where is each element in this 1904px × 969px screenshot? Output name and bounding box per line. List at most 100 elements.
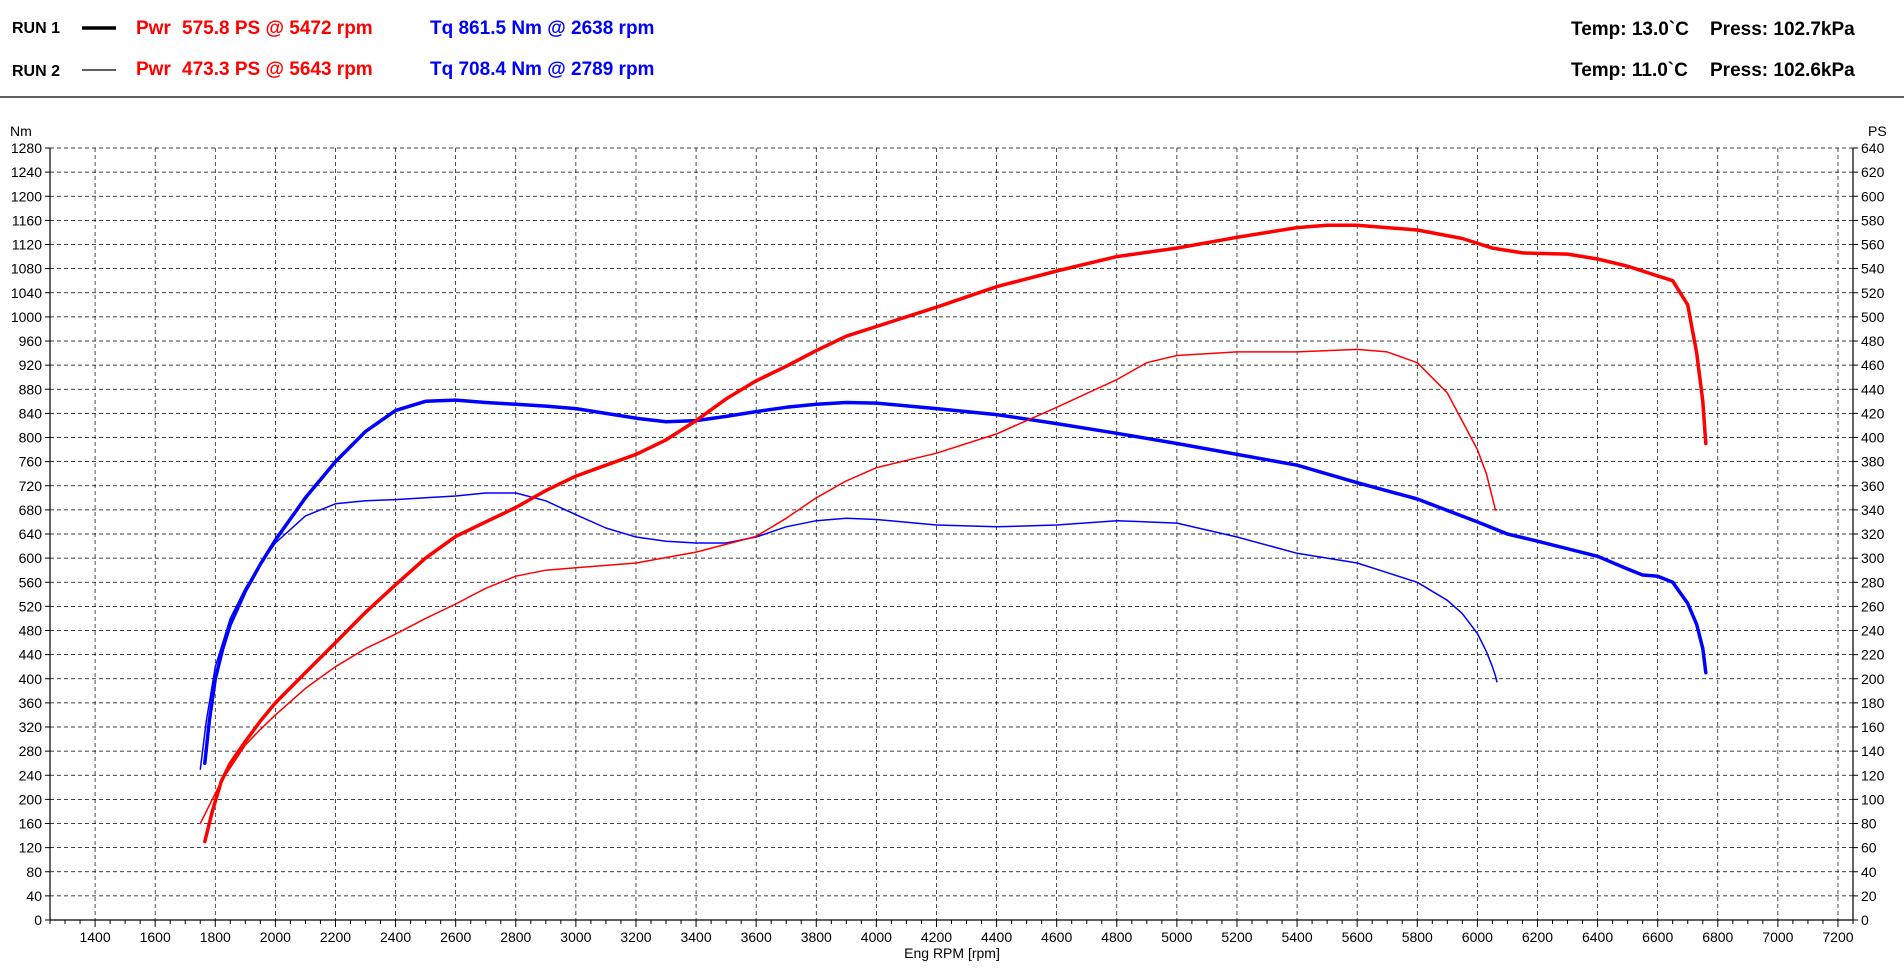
y-right-tick-label: 500 (1861, 309, 1885, 325)
x-tick-label: 6400 (1582, 929, 1613, 945)
x-tick-label: 4600 (1041, 929, 1072, 945)
y-left-tick-label: 800 (19, 430, 43, 446)
y-right-tick-label: 120 (1861, 767, 1885, 783)
y-left-tick-label: 640 (19, 526, 43, 542)
x-tick-label: 3000 (560, 929, 591, 945)
y-left-tick-label: 560 (19, 574, 43, 590)
run1-label: RUN 1 (12, 20, 60, 37)
y-right-tick-label: 160 (1861, 719, 1885, 735)
x-tick-label: 3800 (801, 929, 832, 945)
x-tick-label: 2600 (440, 929, 471, 945)
y-left-tick-label: 1000 (11, 309, 42, 325)
y-right-tick-label: 60 (1861, 840, 1877, 856)
y-left-tick-label: 1160 (12, 212, 42, 228)
x-tick-label: 3600 (741, 929, 772, 945)
x-tick-label: 6000 (1462, 929, 1493, 945)
y-right-tick-label: 560 (1861, 237, 1885, 253)
left-axis-unit: Nm (10, 123, 32, 139)
tq-run2-line (199, 492, 1498, 770)
y-right-tick-label: 520 (1861, 285, 1885, 301)
y-right-tick-label: 420 (1861, 405, 1885, 421)
right-axis-unit: PS (1868, 123, 1887, 139)
y-right-tick-label: 540 (1861, 261, 1885, 277)
y-right-tick-label: 460 (1861, 357, 1885, 373)
run1-tq-value: Tq 861.5 Nm @ 2638 rpm (430, 18, 654, 39)
y-right-tick-label: 380 (1861, 454, 1885, 470)
y-left-tick-label: 760 (19, 454, 43, 470)
y-right-tick-label: 620 (1861, 164, 1885, 180)
run2-pwr-value: 473.3 PS @ 5643 rpm (182, 59, 373, 80)
x-tick-label: 5200 (1221, 929, 1252, 945)
y-right-tick-label: 340 (1861, 502, 1885, 518)
y-right-tick-label: 440 (1861, 381, 1885, 397)
y-right-tick-label: 360 (1861, 478, 1885, 494)
x-tick-label: 1600 (140, 929, 171, 945)
y-left-tick-label: 440 (19, 647, 43, 663)
y-left-tick-labels: 0 40 80 120 160 200 240 280 320 360 400 440 480 520 56… (11, 140, 42, 928)
x-tick-label: 6600 (1642, 929, 1673, 945)
y-right-tick-label: 300 (1861, 550, 1885, 566)
y-left-tick-label: 600 (19, 550, 43, 566)
y-right-tick-label: 580 (1861, 212, 1885, 228)
axes (45, 147, 1858, 927)
tq-run1-line (203, 398, 1708, 765)
x-tick-label: 2200 (320, 929, 351, 945)
y-left-tick-label: 200 (19, 791, 43, 807)
x-axis-title: Eng RPM [rpm] (904, 945, 1000, 961)
x-tick-label: 2800 (500, 929, 531, 945)
run2-tq-value: Tq 708.4 Nm @ 2789 rpm (430, 59, 654, 80)
pwr-run2-line (199, 348, 1498, 825)
y-right-tick-label: 480 (1861, 333, 1885, 349)
y-right-tick-label: 260 (1861, 598, 1885, 614)
y-left-tick-label: 1120 (12, 237, 42, 253)
x-tick-label: 1800 (200, 929, 231, 945)
y-left-tick-label: 280 (19, 743, 43, 759)
y-left-tick-label: 1200 (11, 188, 42, 204)
grid (50, 147, 1853, 920)
y-right-tick-label: 0 (1861, 912, 1869, 928)
x-tick-label: 4000 (861, 929, 892, 945)
x-tick-label: 5600 (1342, 929, 1373, 945)
y-right-tick-label: 200 (1861, 671, 1885, 687)
y-left-tick-label: 680 (19, 502, 43, 518)
y-right-tick-label: 140 (1861, 743, 1885, 759)
y-right-tick-label: 80 (1861, 816, 1877, 832)
x-tick-label: 4400 (981, 929, 1012, 945)
y-right-tick-label: 240 (1861, 623, 1885, 639)
x-tick-label: 6800 (1702, 929, 1733, 945)
y-left-tick-label: 1080 (11, 261, 42, 277)
x-tick-label: 4200 (921, 929, 952, 945)
y-left-tick-label: 320 (19, 719, 43, 735)
x-tick-label: 5400 (1281, 929, 1312, 945)
run2-label: RUN 2 (12, 63, 60, 80)
y-right-tick-label: 320 (1861, 526, 1885, 542)
y-left-tick-label: 720 (19, 478, 43, 494)
x-tick-label: 6200 (1522, 929, 1553, 945)
run1-press: Press: 102.7kPa (1710, 19, 1855, 40)
x-tick-label: 1400 (79, 929, 110, 945)
x-tick-label: 4800 (1101, 929, 1132, 945)
pwr-run1-line (203, 223, 1708, 844)
y-right-tick-label: 180 (1861, 695, 1885, 711)
y-right-tick-label: 600 (1861, 188, 1885, 204)
run1-temp: Temp: 13.0`C (1571, 19, 1689, 40)
y-left-tick-label: 160 (19, 816, 43, 832)
y-left-tick-label: 240 (19, 767, 43, 783)
run1-pwr-value: 575.8 PS @ 5472 rpm (182, 18, 373, 39)
y-left-tick-label: 1240 (11, 164, 42, 180)
run2-temp: Temp: 11.0`C (1571, 60, 1688, 81)
y-left-tick-label: 480 (19, 623, 43, 639)
y-left-tick-label: 40 (26, 888, 42, 904)
y-right-tick-label: 100 (1861, 791, 1885, 807)
y-left-tick-label: 840 (19, 405, 43, 421)
y-left-tick-label: 920 (19, 357, 43, 373)
x-tick-label: 2000 (260, 929, 291, 945)
x-tick-label: 7000 (1762, 929, 1793, 945)
run2-pwr-label: Pwr (136, 59, 171, 80)
y-right-tick-label: 280 (1861, 574, 1885, 590)
x-tick-label: 5800 (1402, 929, 1433, 945)
series-lines (199, 223, 1708, 844)
header: RUN 1 Pwr 575.8 PS @ 5472 rpm Tq 861.5 N… (12, 18, 1855, 81)
y-left-tick-label: 0 (34, 912, 42, 928)
y-left-tick-label: 960 (19, 333, 43, 349)
